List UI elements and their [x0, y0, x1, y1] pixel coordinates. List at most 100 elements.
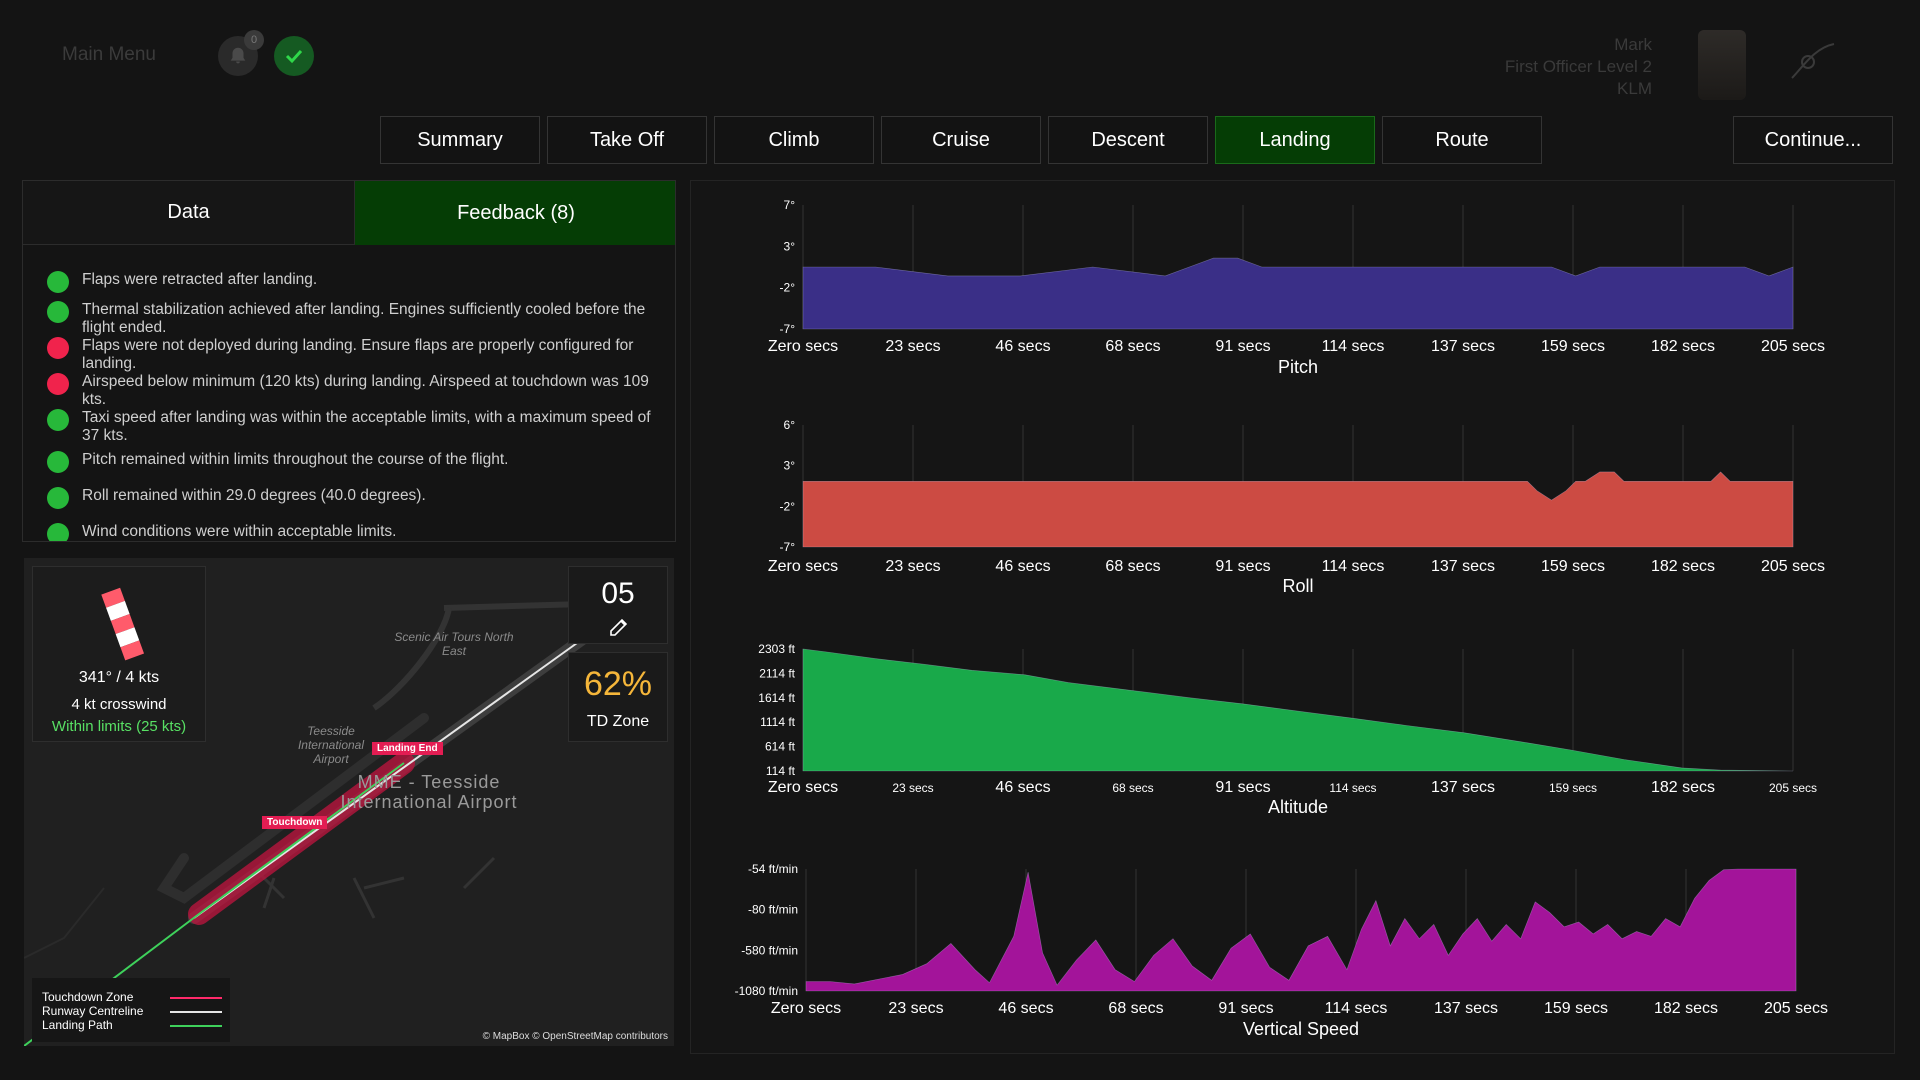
x-tick-label: 114 secs: [1322, 338, 1385, 355]
tab-summary[interactable]: Summary: [380, 116, 540, 164]
y-tick-label: -80 ft/min: [748, 903, 798, 917]
x-tick-label: 159 secs: [1541, 558, 1605, 575]
x-tick-label: 205 secs: [1761, 558, 1825, 575]
x-tick-label: 182 secs: [1651, 338, 1715, 355]
x-tick-label: 46 secs: [995, 558, 1050, 575]
x-tick-label: 137 secs: [1431, 558, 1495, 575]
y-tick-label: -54 ft/min: [748, 862, 798, 876]
series-area-roll: [802, 471, 1794, 548]
y-tick-label: 2303 ft: [758, 642, 795, 656]
feedback-text: Taxi speed after landing was within the …: [82, 409, 651, 444]
y-tick-label: 614 ft: [765, 740, 796, 754]
x-tick-label: 205 secs: [1761, 338, 1825, 355]
x-tick-label: 205 secs: [1764, 1000, 1828, 1017]
x-tick-label: 68 secs: [1108, 1000, 1163, 1017]
tab-route[interactable]: Route: [1382, 116, 1542, 164]
x-tick-label: 205 secs: [1769, 781, 1817, 795]
feedback-item: Taxi speed after landing was within the …: [47, 409, 667, 445]
x-tick-label: 68 secs: [1112, 781, 1153, 795]
x-tick-label: 182 secs: [1651, 779, 1715, 796]
x-tick-label: 114 secs: [1322, 558, 1385, 575]
x-tick-label: 68 secs: [1105, 558, 1160, 575]
edit-icon[interactable]: [607, 615, 631, 639]
map-attribution: © MapBox © OpenStreetMap contributors: [482, 1031, 668, 1042]
tab-take-off[interactable]: Take Off: [547, 116, 707, 164]
x-tick-label: 159 secs: [1541, 338, 1605, 355]
status-ok-dot: [47, 487, 69, 509]
main-menu-link[interactable]: Main Menu: [62, 44, 156, 65]
legend-swatch: [170, 1011, 222, 1013]
x-tick-label: 114 secs: [1329, 781, 1376, 795]
tab-descent[interactable]: Descent: [1048, 116, 1208, 164]
y-tick-label: -1080 ft/min: [735, 984, 798, 998]
x-tick-label: 46 secs: [995, 338, 1050, 355]
wind-direction: 341° / 4 kts: [78, 669, 160, 686]
x-tick-label: Zero secs: [768, 338, 838, 355]
series-area-pitch: [802, 257, 1794, 330]
x-tick-label: 91 secs: [1218, 1000, 1273, 1017]
x-tick-label: 46 secs: [998, 1000, 1053, 1017]
poi-label: Scenic Air Tours North East: [394, 630, 514, 658]
y-tick-label: -580 ft/min: [741, 943, 798, 957]
wind-limit-status: Within limits (25 kts): [51, 718, 187, 735]
status-ok-dot: [47, 523, 69, 541]
x-tick-label: Zero secs: [771, 1000, 841, 1017]
chart-title: Altitude: [1268, 797, 1328, 817]
bell-icon: [230, 47, 246, 64]
continue-button[interactable]: Continue...: [1733, 116, 1893, 164]
x-tick-label: 68 secs: [1105, 338, 1160, 355]
charts-panel: 7° 3° -2° -7° Zero secs 23 secs 46 secs 68 secs…: [690, 180, 1895, 1054]
td-zone-card: 62% TD Zone: [568, 652, 668, 742]
y-tick-label: 1114 ft: [760, 715, 796, 729]
feedback-item: Thermal stabilization achieved after lan…: [47, 301, 667, 337]
y-tick-label: 6°: [784, 418, 796, 432]
status-fail-dot: [47, 337, 69, 359]
legend-label: Runway Centreline: [42, 1004, 144, 1018]
x-tick-label: 23 secs: [892, 781, 933, 795]
legend-label: Landing Path: [42, 1018, 113, 1032]
feedback-text: Flaps were not deployed during landing. …: [82, 337, 634, 372]
map-canvas: [24, 600, 597, 1046]
chart-title: Pitch: [1278, 357, 1318, 377]
landing-map[interactable]: Scenic Air Tours North East Teesside Int…: [24, 558, 674, 1046]
x-tick-label: 23 secs: [885, 338, 940, 355]
crosswind-value: 4 kt crosswind: [71, 696, 167, 713]
tab-feedback[interactable]: Feedback (8): [355, 181, 675, 245]
tab-cruise[interactable]: Cruise: [881, 116, 1041, 164]
y-tick-label: -2°: [780, 499, 796, 513]
airport-label: MME - Teesside International Airport: [340, 772, 518, 812]
charts-canvas: 7° 3° -2° -7° Zero secs 23 secs 46 secs 68 secs…: [735, 198, 1828, 1039]
user-rank: First Officer Level 2: [1504, 57, 1652, 76]
td-zone-label: TD Zone: [586, 713, 650, 730]
x-tick-label: 46 secs: [995, 779, 1050, 796]
x-tick-label: 23 secs: [888, 1000, 943, 1017]
feedback-item: Pitch remained within limits throughout …: [47, 451, 667, 473]
poi-label: Teesside International Airport: [297, 724, 365, 766]
tab-climb[interactable]: Climb: [714, 116, 874, 164]
status-ok-dot: [47, 451, 69, 473]
feedback-text: Flaps were retracted after landing.: [82, 271, 318, 288]
y-tick-label: 2114 ft: [759, 666, 795, 680]
tab-landing[interactable]: Landing: [1215, 116, 1375, 164]
windsock-icon: [101, 587, 145, 661]
x-tick-label: Zero secs: [768, 558, 838, 575]
y-tick-label: -7°: [780, 322, 796, 336]
y-tick-label: 114 ft: [766, 764, 796, 778]
x-tick-label: 182 secs: [1651, 558, 1715, 575]
avatar[interactable]: [1698, 30, 1746, 100]
tab-data[interactable]: Data: [23, 181, 355, 245]
x-tick-label: 91 secs: [1215, 779, 1270, 796]
runway-number: 05: [601, 577, 635, 610]
y-tick-label: -2°: [780, 281, 796, 295]
series-area-vertical-speed: [805, 868, 1797, 992]
y-tick-label: 1614 ft: [758, 691, 795, 705]
feedback-text: Airspeed below minimum (120 kts) during …: [82, 373, 649, 408]
status-ok-dot: [47, 301, 69, 323]
feedback-text: Pitch remained within limits throughout …: [82, 451, 509, 468]
legend-swatch: [170, 997, 222, 999]
status-ok-button[interactable]: [274, 36, 314, 76]
flight-path-icon[interactable]: [1788, 38, 1840, 84]
feedback-item: Flaps were not deployed during landing. …: [47, 337, 667, 373]
notification-count-badge: 0: [244, 30, 264, 50]
status-ok-dot: [47, 271, 69, 293]
